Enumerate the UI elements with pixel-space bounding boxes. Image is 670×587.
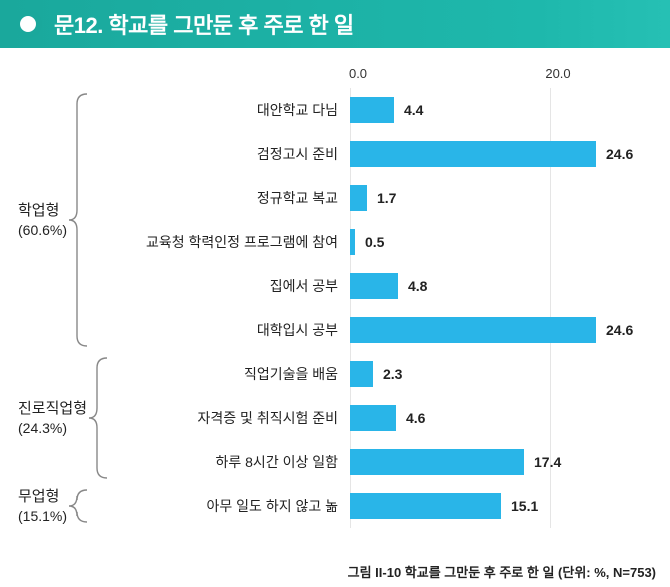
bar-row: 아무 일도 하지 않고 놂 15.1 (128, 484, 652, 528)
bar-label: 아무 일도 하지 않고 놂 (128, 496, 350, 516)
bar-value: 17.4 (534, 454, 561, 470)
group-block: 무업형(15.1%) (18, 488, 128, 524)
bar-label: 하루 8시간 이상 일함 (128, 452, 350, 472)
axis-tick: 20.0 (545, 66, 570, 81)
bar-row: 자격증 및 취직시험 준비 4.6 (128, 396, 652, 440)
group-block: 진로직업형(24.3%) (18, 356, 128, 480)
bar-track: 17.4 (350, 440, 650, 484)
bar-fill (350, 361, 373, 387)
group-block: 학업형(60.6%) (18, 92, 128, 348)
bar-track: 4.8 (350, 264, 650, 308)
axis-tick: 0.0 (349, 66, 367, 81)
x-axis: 0.020.0 (358, 66, 658, 88)
bar-track: 15.1 (350, 484, 650, 528)
bar-label: 직업기술을 배움 (128, 364, 350, 384)
bar-value: 24.6 (606, 322, 633, 338)
bar-fill (350, 273, 398, 299)
bar-value: 2.3 (383, 366, 402, 382)
group-labels-column: 학업형(60.6%) 진로직업형(24.3%) 무업형(15.1%) (18, 88, 128, 528)
bar-value: 24.6 (606, 146, 633, 162)
bar-value: 4.8 (408, 278, 427, 294)
bar-fill (350, 229, 355, 255)
bracket-icon (87, 356, 109, 480)
figure-caption: 그림 II-10 학교를 그만둔 후 주로 한 일 (단위: %, N=753) (348, 562, 656, 581)
bars-column: 대안학교 다님 4.4 검정고시 준비 24.6 정규학교 복교 1.7 교육청 학력인정 … (128, 88, 652, 528)
bar-value: 4.6 (406, 410, 425, 426)
bar-value: 1.7 (377, 190, 396, 206)
bar-label: 대학입시 공부 (128, 320, 350, 340)
question-title: 문12. 학교를 그만둔 후 주로 한 일 (54, 8, 354, 40)
bars-wrap: 대안학교 다님 4.4 검정고시 준비 24.6 정규학교 복교 1.7 교육청 학력인정 … (128, 88, 652, 528)
bar-fill (350, 141, 596, 167)
group-label: 무업형(15.1%) (18, 487, 67, 525)
group-label: 진로직업형(24.3%) (18, 399, 87, 437)
bar-track: 1.7 (350, 176, 650, 220)
bar-label: 정규학교 복교 (128, 188, 350, 208)
bar-fill (350, 493, 501, 519)
bar-fill (350, 97, 394, 123)
bar-row: 대안학교 다님 4.4 (128, 88, 652, 132)
chart-body: 학업형(60.6%) 진로직업형(24.3%) 무업형(15.1%) 대안학교 … (18, 88, 652, 528)
bar-track: 4.4 (350, 88, 650, 132)
bar-track: 2.3 (350, 352, 650, 396)
bar-row: 정규학교 복교 1.7 (128, 176, 652, 220)
bracket-icon (67, 92, 89, 348)
bar-value: 0.5 (365, 234, 384, 250)
bar-label: 교육청 학력인정 프로그램에 참여 (128, 232, 350, 252)
bar-value: 15.1 (511, 498, 538, 514)
group-label: 학업형(60.6%) (18, 201, 67, 239)
bar-fill (350, 449, 524, 475)
bar-label: 집에서 공부 (128, 276, 350, 296)
bar-fill (350, 317, 596, 343)
bracket-icon (67, 488, 89, 524)
bar-label: 대안학교 다님 (128, 100, 350, 120)
bar-fill (350, 405, 396, 431)
bar-value: 4.4 (404, 102, 423, 118)
bar-fill (350, 185, 367, 211)
bar-label: 검정고시 준비 (128, 144, 350, 164)
bullet-icon (14, 10, 42, 38)
bar-row: 대학입시 공부 24.6 (128, 308, 652, 352)
bar-track: 24.6 (350, 308, 650, 352)
bar-row: 교육청 학력인정 프로그램에 참여 0.5 (128, 220, 652, 264)
bar-row: 집에서 공부 4.8 (128, 264, 652, 308)
bar-track: 4.6 (350, 396, 650, 440)
bar-label: 자격증 및 취직시험 준비 (128, 408, 350, 428)
bar-track: 0.5 (350, 220, 650, 264)
bar-row: 하루 8시간 이상 일함 17.4 (128, 440, 652, 484)
bar-row: 직업기술을 배움 2.3 (128, 352, 652, 396)
chart-area: 0.020.0 학업형(60.6%) 진로직업형(24.3%) 무업형(15.1… (0, 48, 670, 536)
bar-track: 24.6 (350, 132, 650, 176)
bar-row: 검정고시 준비 24.6 (128, 132, 652, 176)
question-header: 문12. 학교를 그만둔 후 주로 한 일 (0, 0, 670, 48)
